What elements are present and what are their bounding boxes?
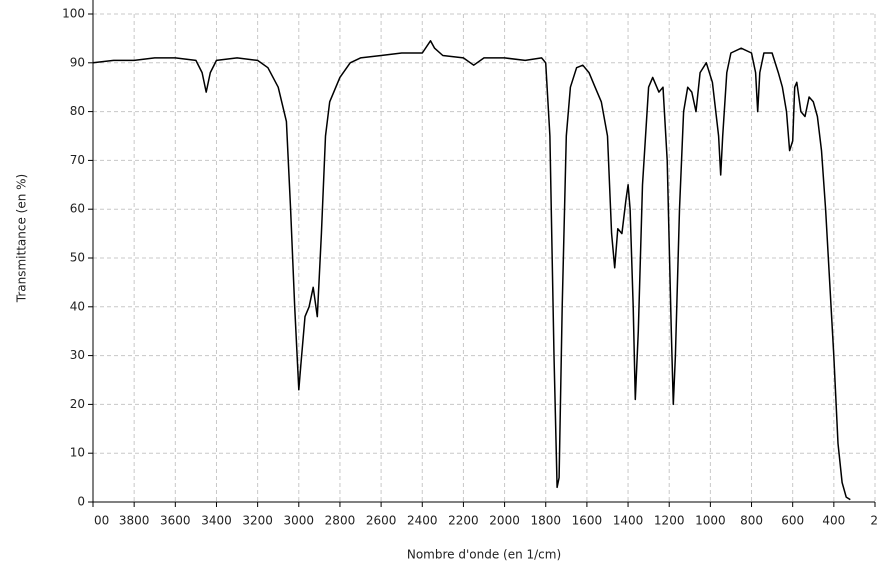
x-tick-label: 2800 xyxy=(325,514,356,528)
y-tick-label: 0 xyxy=(77,495,85,509)
x-tick-label: 600 xyxy=(781,514,804,528)
x-tick-label: 800 xyxy=(740,514,763,528)
y-tick-label: 80 xyxy=(70,104,85,118)
x-tick-label: 3600 xyxy=(160,514,191,528)
x-tick-label: 2200 xyxy=(448,514,479,528)
y-tick-label: 70 xyxy=(70,153,85,167)
x-tick-label: 2 xyxy=(870,514,878,528)
y-tick-label: 10 xyxy=(70,446,85,460)
x-tick-label: 1400 xyxy=(613,514,644,528)
x-tick-label: 2400 xyxy=(407,514,438,528)
x-tick-label: 00 xyxy=(94,514,109,528)
x-axis-label: Nombre d'onde (en 1/cm) xyxy=(407,548,561,562)
x-tick-label: 3800 xyxy=(119,514,150,528)
x-tick-label: 1600 xyxy=(572,514,603,528)
y-tick-label: 30 xyxy=(70,348,85,362)
x-tick-label: 2000 xyxy=(489,514,520,528)
y-tick-label: 50 xyxy=(70,251,85,265)
y-tick-label: 100 xyxy=(62,7,85,21)
y-tick-label: 60 xyxy=(70,202,85,216)
x-tick-label: 400 xyxy=(822,514,845,528)
x-tick-label: 2600 xyxy=(366,514,397,528)
x-tick-label: 3000 xyxy=(284,514,315,528)
x-tick-label: 3200 xyxy=(242,514,273,528)
x-tick-label: 1000 xyxy=(695,514,726,528)
y-tick-label: 40 xyxy=(70,299,85,313)
x-tick-label: 1800 xyxy=(530,514,561,528)
x-tick-label: 1200 xyxy=(654,514,685,528)
y-tick-label: 20 xyxy=(70,397,85,411)
spectrum-line xyxy=(92,40,851,501)
x-tick-label: 3400 xyxy=(201,514,232,528)
y-axis-label: Transmittance (en %) xyxy=(15,174,29,303)
y-tick-label: 90 xyxy=(70,55,85,69)
